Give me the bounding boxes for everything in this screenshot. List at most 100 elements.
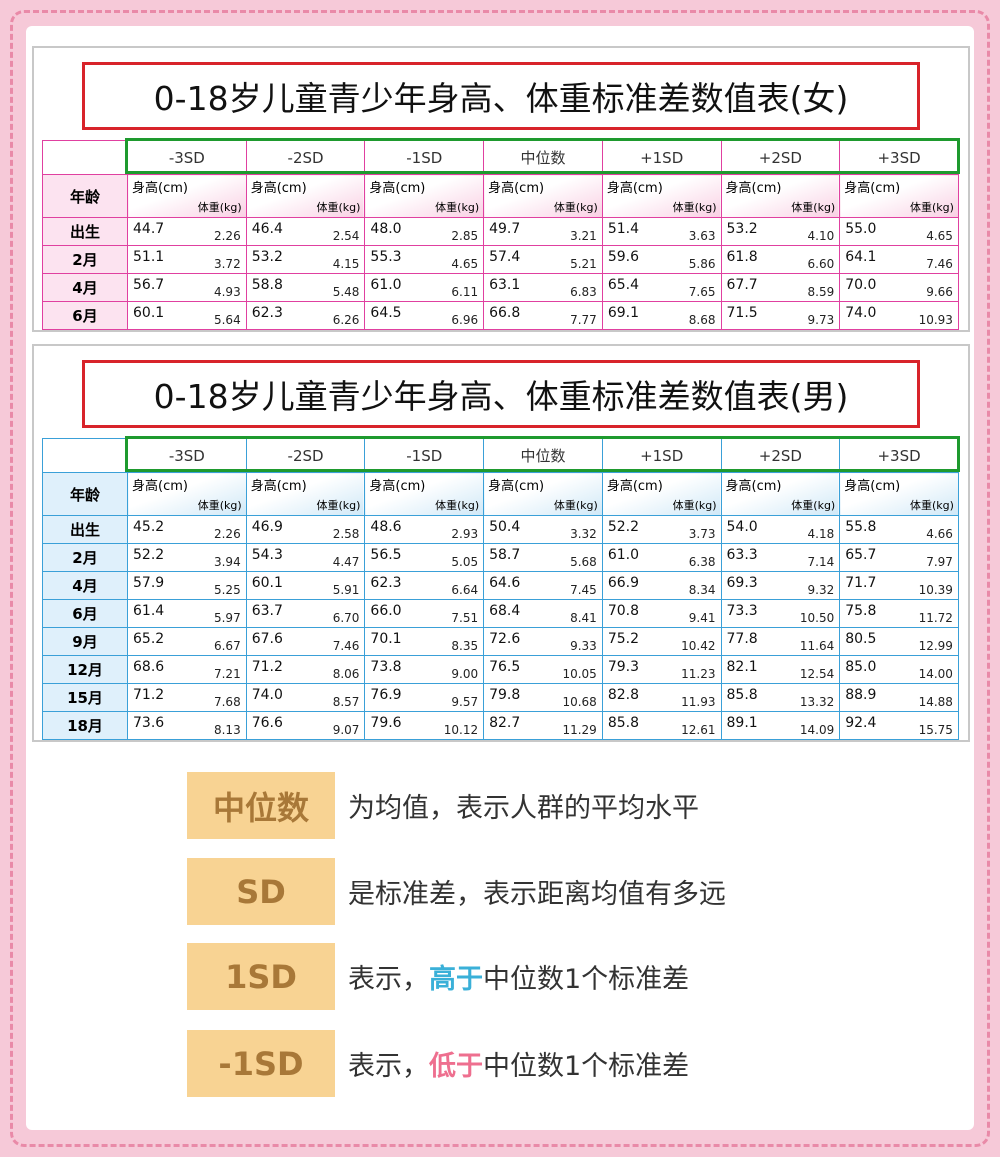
height-value: 51.1 xyxy=(133,249,165,265)
height-value: 85.8 xyxy=(726,687,758,703)
value-cell: 92.4 15.75 xyxy=(839,711,959,740)
column-header: -3SD xyxy=(127,438,247,473)
value-cell: 63.1 6.83 xyxy=(483,273,603,302)
value-cell: 72.6 9.33 xyxy=(483,627,603,656)
height-value: 57.9 xyxy=(133,575,165,591)
unit-cell: 身高(cm) 体重(kg) xyxy=(601,174,722,218)
height-value: 67.6 xyxy=(251,631,283,647)
value-cell: 61.0 6.38 xyxy=(601,543,722,572)
height-value: 64.1 xyxy=(845,249,877,265)
weight-value: 5.48 xyxy=(332,285,360,299)
height-value: 54.0 xyxy=(726,519,758,535)
height-value: 70.1 xyxy=(370,631,402,647)
height-value: 52.2 xyxy=(607,519,639,535)
weight-value: 8.13 xyxy=(213,723,241,737)
value-cell: 65.7 7.97 xyxy=(839,543,959,572)
height-value: 65.2 xyxy=(133,631,165,647)
value-cell: 79.8 10.68 xyxy=(483,683,603,712)
value-cell: 54.3 4.47 xyxy=(245,543,366,572)
unit-cell: 身高(cm) 体重(kg) xyxy=(839,472,959,516)
value-cell: 61.8 6.60 xyxy=(720,245,841,274)
height-value: 59.6 xyxy=(607,249,639,265)
desc-text: 中位数1个标准差 xyxy=(483,964,690,995)
weight-value: 7.65 xyxy=(688,285,716,299)
age-label: 2月 xyxy=(42,245,128,274)
value-cell: 70.0 9.66 xyxy=(839,273,959,302)
legend-desc: 表示， 高于 中位数1个标准差 xyxy=(348,943,689,1010)
data-row: 出生 45.2 2.26 46.9 2.58 48.6 2.93 50.4 3.32 52.2 3.… xyxy=(42,515,959,544)
weight-value: 9.66 xyxy=(926,285,953,299)
data-row: 4月 57.9 5.25 60.1 5.91 62.3 6.64 64.6 7.45 66.9 8.… xyxy=(42,571,959,600)
weight-value: 10.42 xyxy=(681,639,716,653)
value-cell: 58.7 5.68 xyxy=(483,543,603,572)
value-cell: 76.6 9.07 xyxy=(245,711,366,740)
height-unit: 身高(cm) xyxy=(132,479,188,494)
value-cell: 76.9 9.57 xyxy=(364,683,485,712)
desc-highlight: 低于 xyxy=(429,1051,483,1082)
height-value: 62.3 xyxy=(370,575,402,591)
table-title: 0-18岁儿童青少年身高、体重标准差数值表(女) xyxy=(82,62,920,130)
height-value: 61.0 xyxy=(607,547,639,563)
desc-text: 中位数1个标准差 xyxy=(483,1051,690,1082)
height-value: 48.6 xyxy=(370,519,402,535)
unit-cell: 身高(cm) 体重(kg) xyxy=(127,472,247,516)
weight-value: 11.29 xyxy=(562,723,597,737)
column-header: -1SD xyxy=(364,438,485,473)
value-cell: 75.2 10.42 xyxy=(601,627,722,656)
weight-value: 4.93 xyxy=(213,285,241,299)
value-cell: 85.0 14.00 xyxy=(839,655,959,684)
height-value: 65.7 xyxy=(845,547,877,563)
desc-text: 为均值，表示人群的平均水平 xyxy=(348,793,699,824)
height-unit: 身高(cm) xyxy=(488,479,545,494)
value-cell: 68.6 7.21 xyxy=(127,655,247,684)
column-header: +2SD xyxy=(720,140,841,175)
height-value: 55.8 xyxy=(845,519,877,535)
age-header: 年龄 xyxy=(42,174,128,218)
height-value: 61.8 xyxy=(726,249,758,265)
height-value: 61.0 xyxy=(370,277,402,293)
data-row: 6月 61.4 5.97 63.7 6.70 66.0 7.51 68.4 8.41 70.8 9.… xyxy=(42,599,959,628)
value-cell: 74.0 8.57 xyxy=(245,683,366,712)
weight-value: 7.14 xyxy=(807,555,835,569)
weight-value: 10.39 xyxy=(918,583,953,597)
height-value: 45.2 xyxy=(133,519,165,535)
height-value: 80.5 xyxy=(845,631,877,647)
value-cell: 64.6 7.45 xyxy=(483,571,603,600)
header-row: -3SD -2SD -1SD 中位数 +1SD +2SD +3SD xyxy=(42,438,959,473)
height-value: 64.5 xyxy=(370,305,402,321)
height-unit: 身高(cm) xyxy=(844,479,901,494)
column-header: -2SD xyxy=(245,140,366,175)
weight-value: 9.00 xyxy=(451,667,479,681)
unit-cell: 身高(cm) 体重(kg) xyxy=(720,472,841,516)
column-header: +3SD xyxy=(839,140,959,175)
column-header: +2SD xyxy=(720,438,841,473)
weight-value: 9.73 xyxy=(807,313,835,327)
weight-value: 5.05 xyxy=(451,555,479,569)
value-cell: 62.3 6.26 xyxy=(245,301,366,330)
value-cell: 59.6 5.86 xyxy=(601,245,722,274)
weight-value: 2.26 xyxy=(213,229,241,243)
data-row: 2月 52.2 3.94 54.3 4.47 56.5 5.05 58.7 5.68 61.0 6.… xyxy=(42,543,959,572)
value-cell: 71.2 8.06 xyxy=(245,655,366,684)
value-cell: 67.6 7.46 xyxy=(245,627,366,656)
value-cell: 65.4 7.65 xyxy=(601,273,722,302)
data-row: 18月 73.6 8.13 76.6 9.07 79.6 10.12 82.7 11.29 85.… xyxy=(42,711,959,740)
height-unit: 身高(cm) xyxy=(132,181,188,196)
value-cell: 70.1 8.35 xyxy=(364,627,485,656)
value-cell: 63.3 7.14 xyxy=(720,543,841,572)
weight-unit: 体重(kg) xyxy=(316,499,361,512)
legend-desc: 表示， 低于 中位数1个标准差 xyxy=(348,1030,689,1097)
data-row: 9月 65.2 6.67 67.6 7.46 70.1 8.35 72.6 9.33 75.2 10… xyxy=(42,627,959,656)
age-label: 12月 xyxy=(42,655,128,684)
weight-value: 7.21 xyxy=(213,667,241,681)
value-cell: 50.4 3.32 xyxy=(483,515,603,544)
unit-cell: 身高(cm) 体重(kg) xyxy=(483,174,603,218)
desc-text: 表示， xyxy=(348,1051,429,1082)
weight-value: 9.33 xyxy=(570,639,597,653)
desc-text: 表示， xyxy=(348,964,429,995)
weight-value: 7.45 xyxy=(570,583,597,597)
value-cell: 53.2 4.15 xyxy=(245,245,366,274)
legend-term: -1SD xyxy=(187,1030,335,1097)
height-value: 49.7 xyxy=(489,221,521,237)
value-cell: 53.2 4.10 xyxy=(720,217,841,246)
